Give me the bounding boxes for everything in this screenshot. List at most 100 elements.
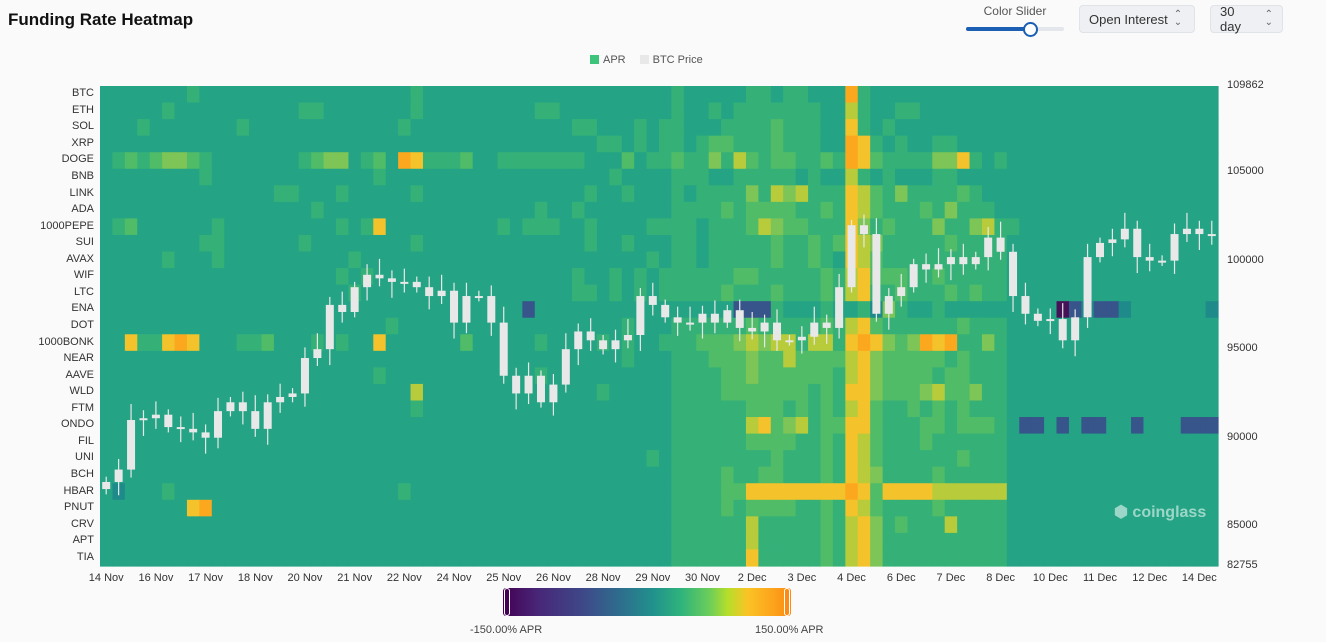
candle-body[interactable] bbox=[536, 375, 545, 403]
heatmap-cell[interactable] bbox=[410, 350, 424, 368]
heatmap-cell[interactable] bbox=[1205, 483, 1219, 501]
heatmap-cell[interactable] bbox=[1019, 234, 1033, 253]
heatmap-cell[interactable] bbox=[137, 334, 151, 352]
heatmap-cell[interactable] bbox=[311, 367, 325, 385]
heatmap-cell[interactable] bbox=[646, 268, 660, 286]
heatmap-cell[interactable] bbox=[261, 450, 275, 468]
heatmap-cell[interactable] bbox=[398, 483, 412, 501]
heatmap-cell[interactable] bbox=[1093, 417, 1107, 435]
heatmap-cell[interactable] bbox=[820, 218, 834, 236]
heatmap-cell[interactable] bbox=[944, 218, 958, 236]
heatmap-cell[interactable] bbox=[261, 334, 275, 352]
heatmap-cell[interactable] bbox=[572, 417, 586, 435]
heatmap-cell[interactable] bbox=[1019, 499, 1033, 517]
heatmap-cell[interactable] bbox=[1205, 119, 1219, 137]
heatmap-cell[interactable] bbox=[1081, 234, 1095, 253]
heatmap-cell[interactable] bbox=[435, 400, 449, 418]
candle-body[interactable] bbox=[201, 432, 210, 438]
heatmap-cell[interactable] bbox=[211, 317, 225, 335]
heatmap-cell[interactable] bbox=[422, 549, 436, 567]
heatmap-cell[interactable] bbox=[671, 350, 685, 368]
heatmap-cell[interactable] bbox=[832, 532, 846, 551]
heatmap-cell[interactable] bbox=[1068, 201, 1082, 220]
heatmap-cell[interactable] bbox=[621, 350, 635, 368]
heatmap-cell[interactable] bbox=[112, 268, 126, 286]
heatmap-cell[interactable] bbox=[907, 234, 921, 253]
heatmap-cell[interactable] bbox=[621, 251, 635, 269]
heatmap-cell[interactable] bbox=[584, 251, 598, 269]
heatmap-cell[interactable] bbox=[1068, 234, 1082, 253]
heatmap-cell[interactable] bbox=[1180, 400, 1194, 418]
heatmap-cell[interactable] bbox=[1006, 135, 1020, 153]
heatmap-cell[interactable] bbox=[1106, 168, 1120, 186]
heatmap-cell[interactable] bbox=[1205, 301, 1219, 319]
heatmap-cell[interactable] bbox=[149, 499, 163, 517]
heatmap-cell[interactable] bbox=[857, 119, 871, 137]
heatmap-cell[interactable] bbox=[783, 433, 797, 451]
heatmap-cell[interactable] bbox=[1155, 334, 1169, 352]
heatmap-cell[interactable] bbox=[969, 152, 983, 170]
heatmap-cell[interactable] bbox=[659, 450, 673, 468]
heatmap-cell[interactable] bbox=[1056, 466, 1070, 484]
heatmap-cell[interactable] bbox=[211, 86, 225, 104]
candle-body[interactable] bbox=[959, 257, 968, 265]
heatmap-cell[interactable] bbox=[696, 466, 710, 484]
heatmap-cell[interactable] bbox=[435, 317, 449, 335]
heatmap-cell[interactable] bbox=[1143, 152, 1157, 170]
heatmap-cell[interactable] bbox=[944, 466, 958, 484]
heatmap-cell[interactable] bbox=[870, 466, 884, 484]
heatmap-cell[interactable] bbox=[646, 532, 660, 551]
heatmap-cell[interactable] bbox=[646, 450, 660, 468]
heatmap-cell[interactable] bbox=[1081, 135, 1095, 153]
heatmap-cell[interactable] bbox=[1205, 334, 1219, 352]
heatmap-cell[interactable] bbox=[671, 152, 685, 170]
heatmap-cell[interactable] bbox=[944, 516, 958, 534]
heatmap-cell[interactable] bbox=[1056, 417, 1070, 435]
heatmap-cell[interactable] bbox=[1205, 433, 1219, 451]
heatmap-cell[interactable] bbox=[509, 450, 523, 468]
heatmap-cell[interactable] bbox=[298, 218, 312, 236]
heatmap-cell[interactable] bbox=[659, 284, 673, 302]
heatmap-cell[interactable] bbox=[249, 284, 263, 302]
heatmap-cell[interactable] bbox=[1044, 102, 1058, 120]
heatmap-cell[interactable] bbox=[522, 135, 536, 153]
heatmap-cell[interactable] bbox=[509, 218, 523, 236]
heatmap-cell[interactable] bbox=[186, 450, 200, 468]
heatmap-cell[interactable] bbox=[547, 234, 561, 253]
heatmap-cell[interactable] bbox=[286, 334, 300, 352]
heatmap-cell[interactable] bbox=[186, 433, 200, 451]
heatmap-cell[interactable] bbox=[435, 251, 449, 269]
heatmap-cell[interactable] bbox=[1068, 400, 1082, 418]
heatmap-cell[interactable] bbox=[721, 234, 735, 253]
heatmap-cell[interactable] bbox=[1168, 301, 1182, 319]
heatmap-cell[interactable] bbox=[112, 185, 126, 203]
heatmap-cell[interactable] bbox=[249, 466, 263, 484]
heatmap-cell[interactable] bbox=[721, 334, 735, 352]
candle-body[interactable] bbox=[946, 257, 955, 265]
heatmap-cell[interactable] bbox=[832, 350, 846, 368]
heatmap-cell[interactable] bbox=[1180, 201, 1194, 220]
heatmap-cell[interactable] bbox=[994, 86, 1008, 104]
heatmap-cell[interactable] bbox=[124, 135, 138, 153]
heatmap-cell[interactable] bbox=[547, 119, 561, 137]
heatmap-cell[interactable] bbox=[1019, 417, 1033, 435]
heatmap-cell[interactable] bbox=[596, 466, 610, 484]
heatmap-cell[interactable] bbox=[1155, 450, 1169, 468]
heatmap-cell[interactable] bbox=[398, 383, 412, 402]
heatmap-cell[interactable] bbox=[1143, 218, 1157, 236]
heatmap-cell[interactable] bbox=[174, 86, 188, 104]
heatmap-cell[interactable] bbox=[1044, 268, 1058, 286]
heatmap-cell[interactable] bbox=[919, 135, 933, 153]
heatmap-cell[interactable] bbox=[981, 350, 995, 368]
heatmap-cell[interactable] bbox=[944, 301, 958, 319]
heatmap-cell[interactable] bbox=[621, 301, 635, 319]
heatmap-cell[interactable] bbox=[410, 483, 424, 501]
heatmap-cell[interactable] bbox=[745, 532, 759, 551]
heatmap-cell[interactable] bbox=[186, 383, 200, 402]
legend-item-btc-price[interactable]: BTC Price bbox=[639, 54, 703, 66]
heatmap-cell[interactable] bbox=[857, 152, 871, 170]
heatmap-cell[interactable] bbox=[149, 301, 163, 319]
heatmap-cell[interactable] bbox=[882, 433, 896, 451]
heatmap-cell[interactable] bbox=[981, 135, 995, 153]
heatmap-cell[interactable] bbox=[932, 433, 946, 451]
